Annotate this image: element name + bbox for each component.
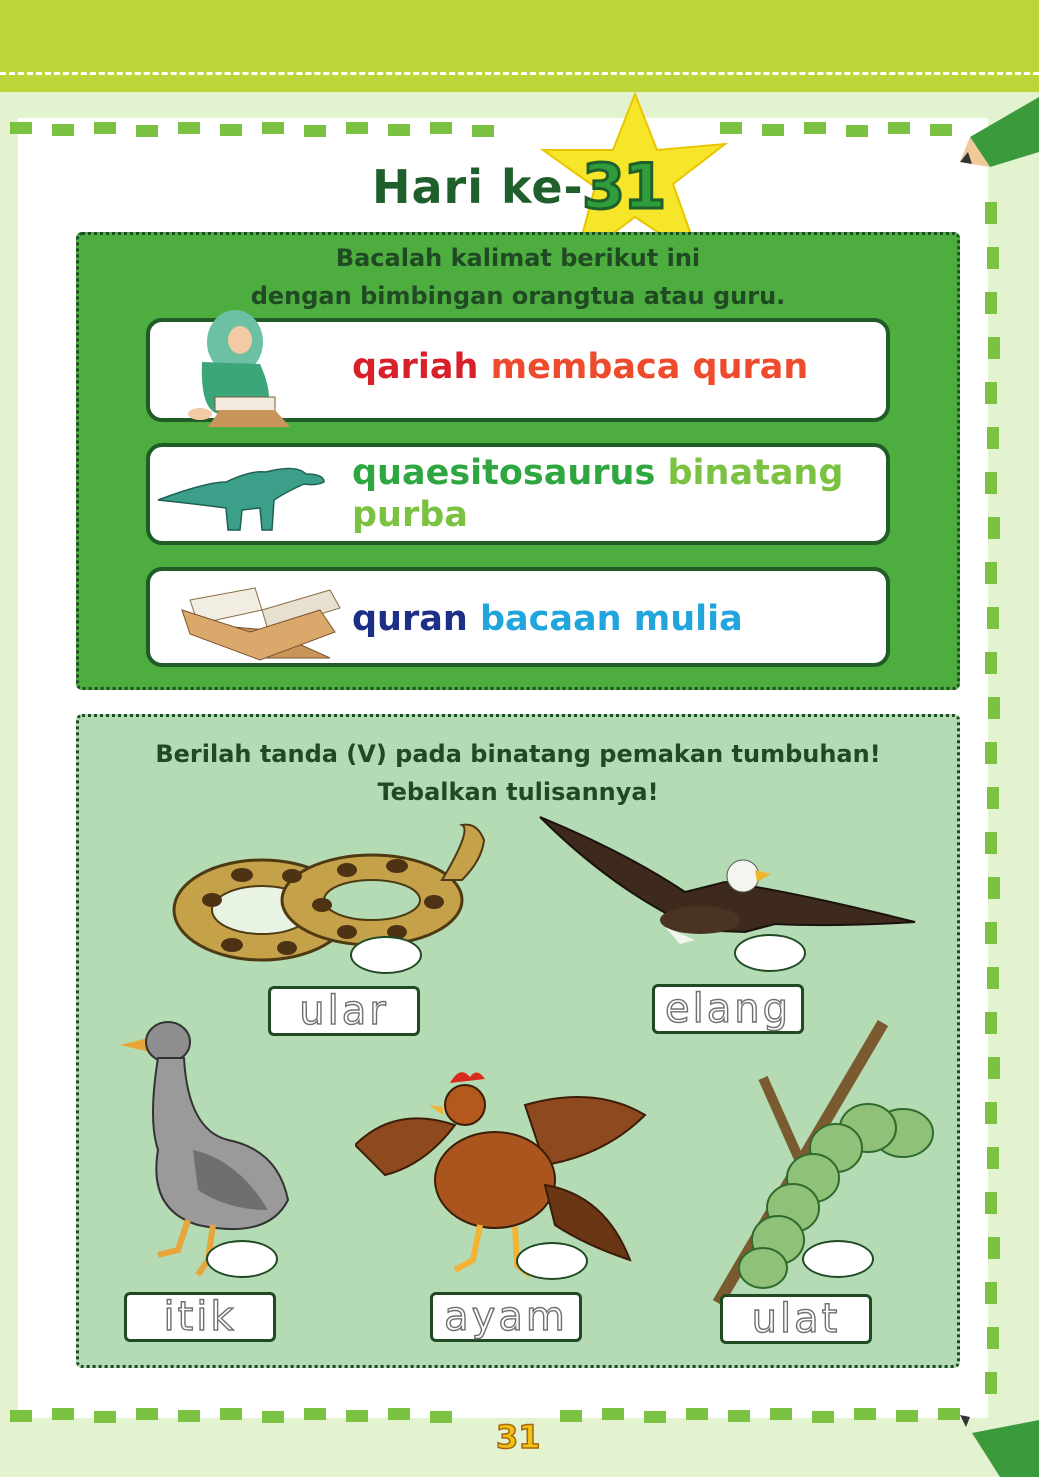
dinosaur-icon <box>157 467 325 531</box>
sentence-3: quran bacaan mulia <box>352 598 743 640</box>
trace-word-itik: itik <box>163 1294 237 1340</box>
trace-word-ulat: ulat <box>751 1296 841 1342</box>
girl-reading-quran-icon <box>188 310 290 427</box>
page-number: 31 <box>495 1417 541 1457</box>
day-number: 31 <box>580 149 667 225</box>
trace-word-ayam: ayam <box>443 1294 568 1340</box>
sentence-1-rest: membaca quran <box>490 347 809 387</box>
sentence-3-keyword: quran <box>352 599 468 639</box>
star-badge-icon <box>539 92 729 265</box>
rooster-icon <box>355 1072 647 1278</box>
top-header-band <box>0 0 1039 92</box>
word-box-ulat[interactable]: ulat <box>720 1294 872 1344</box>
activity-instruction-line2: Tebalkan tulisannya! <box>377 778 659 806</box>
trace-word-ular: ular <box>299 988 389 1034</box>
dashed-frame-border <box>10 122 1000 1423</box>
header-dashed-line <box>0 72 1039 75</box>
check-oval-ulat[interactable] <box>802 1240 874 1278</box>
caterpillar-icon <box>712 1019 934 1307</box>
activity-instruction-line1: Berilah tanda (V) pada binatang pemakan … <box>155 740 881 768</box>
reading-instruction-line2: dengan bimbingan orangtua atau guru. <box>250 282 786 310</box>
check-oval-itik[interactable] <box>206 1240 278 1278</box>
sentence-1: qariah membaca quran <box>352 346 808 388</box>
quran-on-stand-icon <box>181 587 341 661</box>
sentence-2: quaesitosaurus binatang <box>352 452 843 494</box>
sentence-1-keyword: qariah <box>352 347 479 387</box>
reading-instruction-line1: Bacalah kalimat berikut ini <box>335 244 701 272</box>
check-oval-ular[interactable] <box>350 936 422 974</box>
sentence-2-line2: purba <box>352 494 468 536</box>
eagle-icon <box>539 816 916 944</box>
check-oval-elang[interactable] <box>734 934 806 972</box>
pencil-bottom-icon <box>960 1415 1039 1477</box>
page-title: Hari ke- <box>372 160 584 214</box>
sentence-2-rest-line1: binatang <box>667 453 844 493</box>
word-box-elang[interactable]: elang <box>652 984 804 1034</box>
snake-icon <box>172 823 486 962</box>
sentence-2-rest-line2: purba <box>352 495 468 535</box>
check-oval-ayam[interactable] <box>516 1242 588 1280</box>
sentence-2-keyword: quaesitosaurus <box>352 453 656 493</box>
sentence-3-rest: bacaan mulia <box>479 599 743 639</box>
word-box-ular[interactable]: ular <box>268 986 420 1036</box>
word-box-itik[interactable]: itik <box>124 1292 276 1342</box>
trace-word-elang: elang <box>664 986 791 1032</box>
duck-icon <box>120 1021 290 1277</box>
word-box-ayam[interactable]: ayam <box>430 1292 582 1342</box>
pencil-top-icon <box>960 97 1039 167</box>
